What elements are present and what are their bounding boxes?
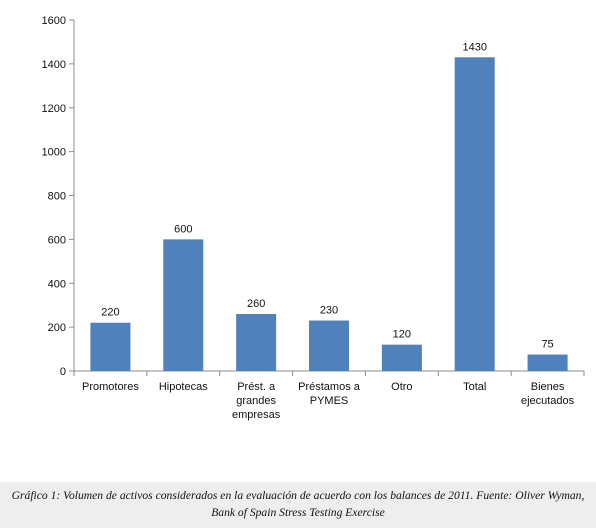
y-tick-label: 600 — [48, 234, 66, 246]
data-label: 230 — [320, 305, 338, 317]
y-tick-label: 1400 — [42, 59, 66, 71]
category-label: Bienes — [531, 381, 565, 393]
bar — [163, 239, 204, 371]
data-label: 220 — [101, 307, 119, 319]
data-label: 120 — [393, 329, 411, 341]
data-label: 1430 — [462, 41, 486, 53]
category-label: ejecutados — [521, 395, 575, 407]
y-tick-label: 200 — [48, 322, 66, 334]
data-label: 260 — [247, 298, 265, 310]
y-tick-label: 400 — [48, 278, 66, 290]
category-label: grandes — [236, 395, 276, 407]
category-label: empresas — [232, 409, 281, 421]
category-label: Otro — [391, 381, 412, 393]
category-label: Total — [463, 381, 486, 393]
data-label: 600 — [174, 223, 192, 235]
category-label: Prést. a — [237, 381, 276, 393]
bar — [309, 320, 349, 371]
y-tick-label: 1600 — [42, 15, 66, 27]
chart-area: 0 200 400 600 800 1000 1200 1400 1600 220 Promotor… — [41, 15, 585, 421]
category-label: Promotores — [82, 381, 139, 393]
bar — [236, 313, 277, 371]
data-label: 75 — [541, 339, 553, 351]
figure-caption: Gráfico 1: Volumen de activos considerad… — [0, 482, 596, 528]
y-tick-label: 1200 — [42, 103, 66, 115]
category-label: Préstamos a — [298, 381, 361, 393]
y-tick-label: 800 — [48, 191, 66, 203]
bar — [527, 354, 568, 371]
category-label: PYMES — [310, 395, 349, 407]
y-tick-label: 1000 — [42, 147, 66, 159]
bar-chart: 0 200 400 600 800 1000 1200 1400 1600 220 Promotor… — [42, 15, 585, 421]
bar — [454, 57, 495, 371]
bar — [381, 344, 422, 371]
y-tick-label: 0 — [60, 366, 66, 378]
category-label: Hipotecas — [159, 381, 208, 393]
bar — [90, 322, 131, 371]
